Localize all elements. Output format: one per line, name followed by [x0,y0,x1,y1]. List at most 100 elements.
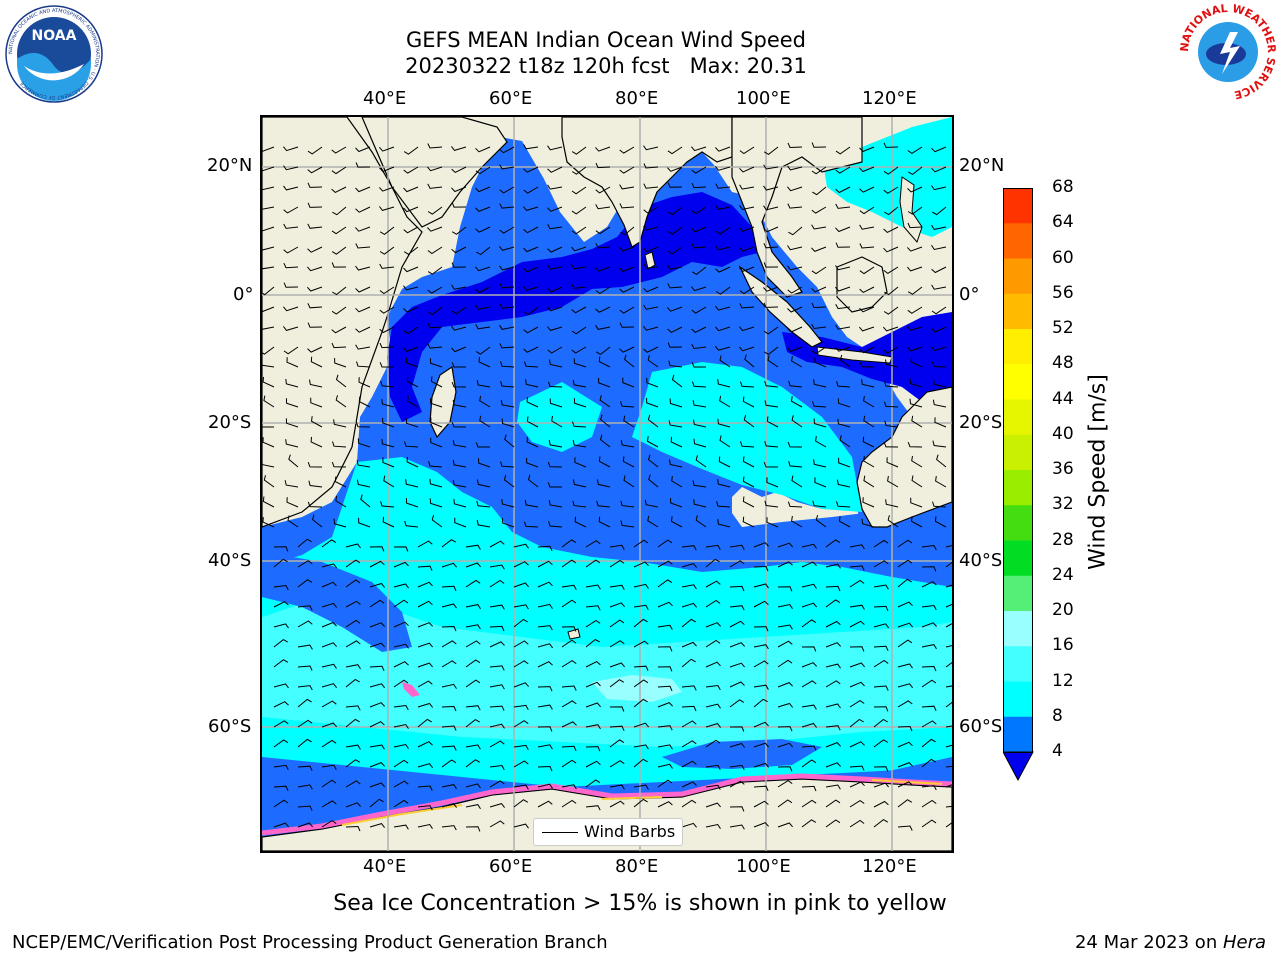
wind-barb [801,785,817,792]
wind-barb [451,226,467,235]
wind-barb [273,720,289,728]
wind-barb [345,759,361,768]
wind-barb [692,400,707,408]
wind-barb [887,476,899,488]
wind-barb [499,343,515,349]
wind-barb [451,166,467,173]
wind-barb [835,304,851,310]
wind-barb [668,420,683,428]
wind-barb [273,785,289,792]
colorbar-tick-label: 64 [1052,212,1074,233]
wind-barb [369,683,385,689]
wind-barb [489,604,505,610]
wind-barb [936,454,947,468]
wind-barb [465,562,481,568]
wind-barb [609,725,625,732]
wind-barb [355,344,371,350]
lon-tick-bottom-60e: 60°E [489,856,533,877]
wind-barb [308,480,323,488]
colorbar-label: Wind Speed [m/s] [1085,374,1111,570]
wind-barb [571,246,587,252]
wind-barb [945,685,952,688]
wind-barb [849,620,865,628]
wind-barb [791,356,803,368]
wind-barb [667,264,683,270]
wind-barb [873,605,889,612]
wind-barb [945,822,952,828]
land-philippines [899,176,923,243]
wind-barb [657,744,673,750]
wind-barb [393,679,409,688]
wind-barb [931,346,947,352]
wind-barb [427,266,443,275]
wind-barb [623,475,635,488]
wind-barb [417,600,433,608]
wind-barb [897,741,913,748]
wind-barb [873,685,889,691]
wind-barb [883,346,899,354]
wind-barb [283,326,299,331]
wind-barb [537,661,553,668]
wind-barb [801,819,817,828]
wind-barb [897,539,913,548]
lat-tick-left-20n: 20°N [207,155,253,176]
wind-barb [561,685,577,691]
wind-barb [742,516,755,528]
wind-barb [489,705,505,711]
wind-barb [849,741,865,748]
wind-barb [909,378,923,388]
wind-barb [262,226,275,232]
wind-barb [609,739,625,748]
wind-barb [633,744,649,750]
wind-barb [502,517,515,528]
wind-barb [379,326,395,334]
wind-barb [835,203,851,209]
wind-barb [572,379,587,388]
wind-barb [427,322,443,329]
wind-barb [356,361,371,368]
wind-barb [297,579,313,588]
wind-barb [523,521,539,528]
wind-barb [691,266,707,276]
wind-barb [369,721,385,728]
wind-barb [767,355,779,368]
wind-barb [921,622,937,628]
wind-barb [307,246,323,253]
wind-barb [297,605,313,611]
wind-barb [873,539,889,548]
wind-barb [262,346,275,355]
wind-barb [897,683,913,689]
wind-barb [537,800,553,808]
wind-barb [681,618,696,628]
wind-barb [404,441,419,448]
wind-barb [417,642,433,648]
wind-barb [417,581,433,588]
wind-barb [670,516,683,528]
wind-barb [859,346,875,354]
wind-barb [633,798,648,808]
lat-tick-right-40s: 40°S [959,550,1003,571]
wind-barb [476,246,491,256]
wind-barb [729,585,745,592]
wind-barb [836,501,851,508]
wind-barb [382,417,395,428]
wind-barb [427,183,443,189]
sea-ice-highlight [341,779,943,826]
wind-barb [369,744,385,750]
wind-barb [719,435,731,448]
wind-barb [835,286,851,292]
wind-barb [379,362,394,368]
wind-barb [321,539,337,548]
wind-barb [451,186,467,193]
wind-barb [849,765,865,771]
wind-barb [598,356,611,368]
wind-barb [489,740,505,748]
wind-barb [739,146,755,155]
wind-barb [573,358,587,368]
wind-barb [452,440,467,448]
wind-barb [321,819,337,828]
wind-barb [585,559,601,568]
wind-barb [873,782,889,788]
wind-barb [393,643,409,649]
wind-barb [310,416,323,428]
